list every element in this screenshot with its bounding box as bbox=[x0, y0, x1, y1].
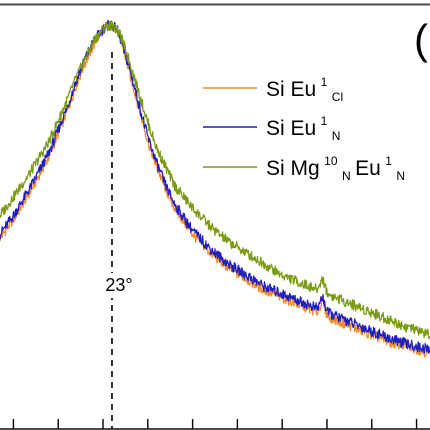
series-line-0 bbox=[0, 20, 430, 358]
legend-label-si-eu-n: Si Eu 1 N bbox=[266, 112, 340, 143]
x-axis-ticks bbox=[12, 419, 418, 429]
peak-annotation: 23° bbox=[105, 275, 132, 295]
legend: Si Eu 1 Cl Si Eu 1 N Si Mg 10 N Eu 1 N bbox=[203, 73, 405, 184]
series-layer bbox=[0, 19, 430, 358]
series-line-2 bbox=[0, 20, 430, 340]
panel-label: ( bbox=[414, 16, 428, 63]
legend-label-si-eu-cl: Si Eu 1 Cl bbox=[266, 73, 343, 104]
legend-label-si-mg-eu-n: Si Mg 10 N Eu 1 N bbox=[266, 152, 405, 184]
peak-label-background bbox=[89, 273, 134, 298]
series-line-1 bbox=[0, 19, 430, 354]
